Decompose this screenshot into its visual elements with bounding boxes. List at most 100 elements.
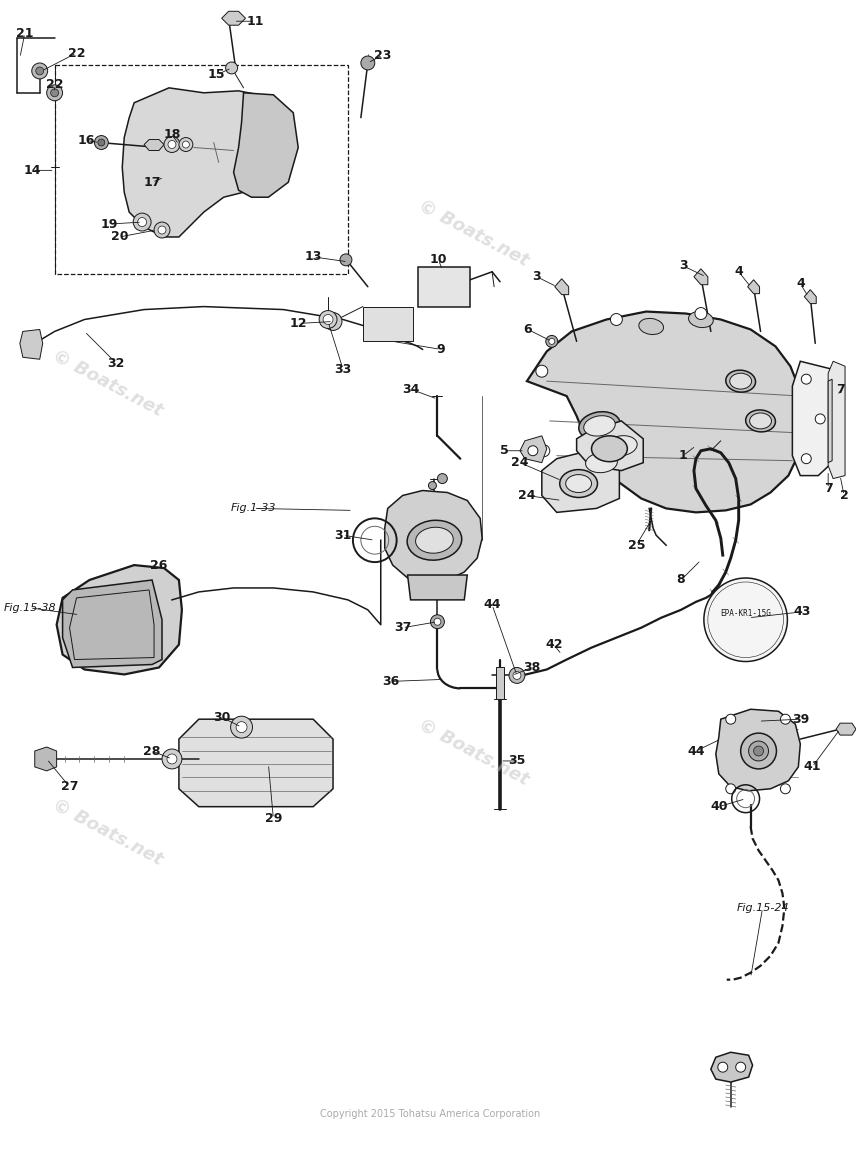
Polygon shape	[62, 580, 162, 667]
Text: 20: 20	[110, 230, 128, 243]
Circle shape	[162, 749, 181, 769]
Text: 41: 41	[804, 761, 821, 774]
Circle shape	[164, 137, 180, 153]
Circle shape	[230, 716, 253, 738]
Ellipse shape	[601, 432, 642, 460]
Ellipse shape	[584, 416, 615, 437]
Text: © Boats.net: © Boats.net	[49, 796, 165, 868]
Text: 10: 10	[430, 254, 447, 266]
Text: 13: 13	[305, 250, 322, 263]
Circle shape	[47, 85, 62, 101]
Text: © Boats.net: © Boats.net	[414, 714, 532, 789]
Text: Fig.1-33: Fig.1-33	[231, 504, 276, 513]
Polygon shape	[527, 312, 805, 512]
Circle shape	[226, 63, 238, 74]
Ellipse shape	[415, 527, 454, 554]
Text: 22: 22	[46, 79, 63, 91]
Text: 1: 1	[679, 449, 687, 462]
Circle shape	[168, 140, 176, 148]
Polygon shape	[179, 719, 333, 807]
Text: 26: 26	[151, 558, 168, 572]
Text: 2: 2	[840, 489, 848, 501]
Text: 44: 44	[687, 745, 704, 757]
Circle shape	[740, 733, 776, 769]
Ellipse shape	[407, 520, 461, 560]
Circle shape	[538, 445, 550, 456]
Polygon shape	[542, 449, 620, 512]
Text: 24: 24	[511, 456, 529, 469]
Circle shape	[695, 308, 707, 320]
Text: 30: 30	[213, 711, 230, 724]
Polygon shape	[747, 280, 759, 294]
Polygon shape	[836, 723, 856, 735]
Text: Fig.15-24: Fig.15-24	[736, 903, 789, 914]
Circle shape	[610, 314, 622, 325]
Circle shape	[323, 315, 333, 324]
Text: 31: 31	[335, 529, 352, 542]
Text: 21: 21	[16, 27, 33, 39]
Polygon shape	[122, 88, 294, 237]
Ellipse shape	[580, 448, 622, 477]
Ellipse shape	[591, 435, 627, 462]
Text: Copyright 2015 Tohatsu America Corporation: Copyright 2015 Tohatsu America Corporati…	[320, 1109, 541, 1120]
Polygon shape	[234, 93, 298, 197]
Text: © Boats.net: © Boats.net	[49, 346, 165, 420]
Polygon shape	[577, 420, 643, 470]
Bar	[55, 65, 348, 273]
Text: 23: 23	[374, 49, 391, 61]
Circle shape	[735, 1062, 746, 1072]
Circle shape	[51, 89, 58, 97]
Polygon shape	[555, 279, 568, 294]
Text: 27: 27	[61, 780, 78, 793]
Text: 33: 33	[335, 362, 352, 375]
Text: EPA-KR1-15G: EPA-KR1-15G	[720, 609, 771, 618]
Circle shape	[815, 413, 825, 424]
Polygon shape	[407, 576, 467, 600]
Circle shape	[319, 310, 337, 329]
Circle shape	[434, 618, 441, 625]
Polygon shape	[716, 709, 800, 791]
Text: 22: 22	[68, 46, 86, 59]
Text: 19: 19	[101, 218, 118, 230]
Text: 18: 18	[163, 129, 181, 141]
Circle shape	[749, 741, 769, 761]
Circle shape	[549, 338, 555, 344]
Polygon shape	[520, 435, 547, 463]
Circle shape	[167, 754, 177, 764]
Text: 25: 25	[627, 538, 645, 551]
Text: 38: 38	[523, 661, 540, 674]
Circle shape	[781, 784, 790, 793]
Text: 4: 4	[796, 277, 805, 291]
Circle shape	[781, 714, 790, 724]
Polygon shape	[222, 12, 246, 25]
Circle shape	[324, 313, 342, 330]
Text: 9: 9	[436, 343, 445, 356]
Polygon shape	[793, 361, 840, 476]
Text: 5: 5	[500, 445, 508, 457]
Text: 43: 43	[794, 606, 811, 618]
Text: 24: 24	[518, 489, 536, 501]
Circle shape	[437, 474, 448, 484]
Circle shape	[361, 56, 375, 69]
Circle shape	[431, 615, 444, 629]
Text: 8: 8	[677, 573, 686, 586]
Ellipse shape	[750, 413, 771, 428]
Text: 29: 29	[265, 812, 282, 826]
Circle shape	[801, 454, 811, 463]
Circle shape	[546, 336, 558, 347]
Ellipse shape	[639, 318, 663, 335]
Text: 12: 12	[289, 317, 307, 330]
Text: 7: 7	[835, 382, 845, 396]
Circle shape	[718, 1062, 728, 1072]
Circle shape	[801, 374, 811, 384]
Ellipse shape	[729, 373, 752, 389]
Ellipse shape	[566, 475, 591, 492]
Circle shape	[513, 672, 521, 680]
Text: 44: 44	[484, 599, 501, 611]
Polygon shape	[384, 491, 482, 582]
Circle shape	[536, 365, 548, 378]
Text: 16: 16	[78, 134, 95, 147]
Circle shape	[158, 226, 166, 234]
Circle shape	[179, 138, 193, 152]
Polygon shape	[56, 565, 181, 674]
